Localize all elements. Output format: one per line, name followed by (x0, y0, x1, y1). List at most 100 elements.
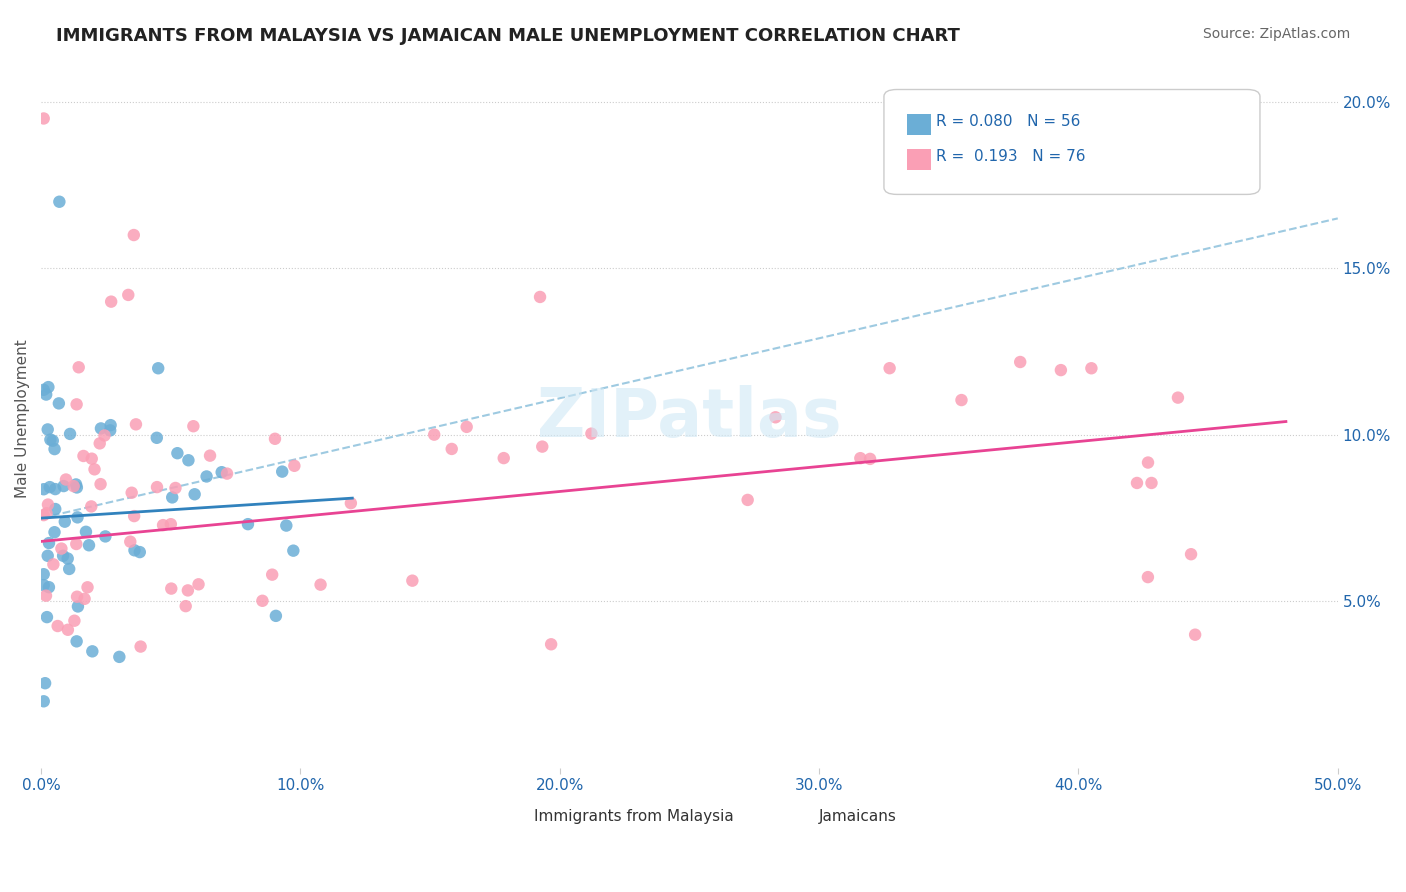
Point (62, 479, 84, 493)
Point (276, 518, 298, 533)
Point (264, 432, 287, 446)
Point (44, 502, 66, 516)
FancyBboxPatch shape (907, 149, 931, 170)
Point (32, 112, 55, 126)
Point (34, 676, 56, 690)
Point (211, 465, 233, 479)
Point (177, 453, 200, 467)
Point (73, 591, 96, 606)
Point (166, 446, 188, 460)
Point (98, 423, 121, 437)
Text: ZIPatlas: ZIPatlas (537, 385, 842, 451)
Point (35, 589, 58, 603)
Point (165, 481, 187, 495)
Point (1140, 475, 1163, 490)
Point (59, 426, 82, 441)
Point (32, 482, 55, 496)
Point (58, 562, 80, 576)
Point (72, 449, 94, 463)
Point (283, 458, 305, 473)
Point (90, 477, 112, 491)
Point (65, 634, 87, 648)
Point (160, 491, 183, 505)
Point (65, 537, 87, 551)
Point (1136, 570, 1159, 584)
Point (37, 422, 59, 436)
Point (271, 465, 294, 479)
Point (183, 419, 205, 434)
Point (75, 524, 97, 539)
Point (124, 543, 146, 558)
Point (80, 451, 103, 466)
Point (1126, 475, 1149, 490)
Point (236, 517, 259, 532)
Point (1180, 547, 1202, 561)
Point (37, 549, 59, 563)
Point (39, 433, 62, 447)
Point (35, 506, 58, 520)
Point (83, 462, 105, 476)
Point (340, 496, 363, 510)
Text: IMMIGRANTS FROM MALAYSIA VS JAMAICAN MALE UNEMPLOYMENT CORRELATION CHART: IMMIGRANTS FROM MALAYSIA VS JAMAICAN MAL… (56, 27, 960, 45)
Point (121, 485, 143, 500)
Point (44, 525, 66, 540)
Point (66, 510, 89, 524)
Point (56, 623, 79, 637)
Point (89, 436, 111, 450)
FancyBboxPatch shape (787, 806, 810, 828)
Point (122, 227, 145, 242)
Point (65, 397, 87, 411)
Point (32, 383, 55, 397)
Point (423, 427, 446, 442)
Point (55, 473, 77, 487)
Point (160, 517, 183, 532)
Point (440, 442, 463, 456)
Point (215, 467, 238, 481)
Point (100, 294, 122, 309)
Point (65, 477, 87, 491)
Point (82, 644, 104, 658)
Point (35, 610, 58, 624)
Point (66, 590, 89, 604)
Point (77, 538, 100, 552)
Point (32, 578, 55, 592)
Point (63, 614, 86, 628)
Point (90, 421, 112, 435)
Point (48, 194, 70, 209)
Point (174, 599, 197, 614)
Point (53, 515, 76, 529)
Point (42, 434, 65, 448)
Point (128, 545, 150, 559)
Point (125, 417, 148, 432)
Point (252, 594, 274, 608)
Point (529, 290, 551, 304)
Point (67, 360, 90, 375)
Point (1184, 628, 1206, 642)
Point (51, 541, 73, 556)
Point (1010, 355, 1032, 369)
Point (32, 694, 55, 708)
Point (56, 551, 79, 566)
Point (66, 480, 89, 494)
Point (120, 534, 142, 549)
FancyBboxPatch shape (907, 114, 931, 135)
Point (48, 396, 70, 410)
Text: Jamaicans: Jamaicans (820, 809, 897, 824)
Text: R =  0.193   N = 76: R = 0.193 N = 76 (936, 149, 1085, 164)
Point (456, 420, 478, 434)
Point (1137, 456, 1160, 470)
Point (117, 288, 139, 302)
Point (37, 498, 59, 512)
Point (1167, 391, 1189, 405)
Point (765, 410, 787, 425)
Point (38, 580, 60, 594)
Point (37, 380, 59, 394)
Point (80, 500, 103, 514)
Point (129, 640, 152, 654)
Point (38, 536, 60, 550)
Point (160, 582, 183, 596)
Point (262, 567, 284, 582)
Text: R = 0.080   N = 56: R = 0.080 N = 56 (936, 114, 1080, 129)
Point (42, 558, 65, 572)
Point (283, 543, 305, 558)
